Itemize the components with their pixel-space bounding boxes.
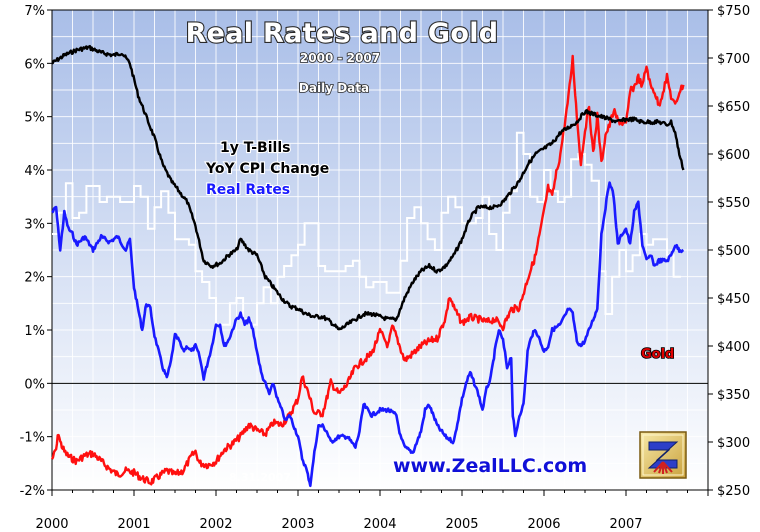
x-tick-label: 2007 <box>609 517 642 532</box>
legend-real-rates: Real Rates <box>206 182 290 198</box>
gold-series-label: Gold <box>641 347 674 362</box>
x-axis: 2000 2001 2002 2003 2004 2005 2006 2007 <box>35 490 709 532</box>
y-axis-left: -2% -1% 0% 1% 2% 3% 4% 5% 6% 7% <box>20 4 52 499</box>
legend-tbills: 1y T-Bills <box>220 140 290 156</box>
x-tick-label: 2000 <box>35 517 68 532</box>
y-left-tick-label: 7% <box>24 4 45 19</box>
y-left-tick-label: 0% <box>24 377 45 392</box>
y-right-tick-label: $500 <box>717 244 750 259</box>
y-right-tick-label: $700 <box>717 52 750 67</box>
y-left-tick-label: 6% <box>24 57 45 72</box>
y-left-tick-label: -1% <box>20 431 45 446</box>
x-tick-label: 2001 <box>117 517 150 532</box>
y-left-tick-label: 5% <box>24 111 45 126</box>
x-tick-label: 2004 <box>363 517 396 532</box>
y-left-tick-label: -2% <box>20 484 45 499</box>
series-real-rates-line <box>51 181 685 488</box>
x-tick-label: 2005 <box>445 517 478 532</box>
series-cpi-line <box>52 131 681 326</box>
zeal-logo <box>639 431 687 479</box>
chart-subtitle-daily: Daily Data <box>299 81 369 95</box>
y-right-tick-label: $550 <box>717 196 750 211</box>
y-right-tick-label: $400 <box>717 340 750 355</box>
date-annotation: 8.31.2007 <box>229 471 291 484</box>
chart-subtitle: 2000 - 2007 <box>300 51 380 65</box>
x-tick-label: 2006 <box>527 517 560 532</box>
zealllc-url[interactable]: www.ZealLLC.com <box>392 454 589 479</box>
chart-title: Real Rates and Gold <box>186 18 499 49</box>
y-left-tick-label: 2% <box>24 271 45 286</box>
y-left-tick-label: 4% <box>24 164 45 179</box>
series-layer <box>50 44 685 488</box>
y-axis-right: $250 $300 $350 $400 $450 $500 $550 $600 $650 $700… <box>708 4 750 499</box>
y-right-tick-label: $450 <box>717 292 750 307</box>
series-gold-line <box>50 54 685 486</box>
y-right-tick-label: $350 <box>717 388 750 403</box>
y-right-tick-label: $250 <box>717 484 750 499</box>
y-right-tick-label: $600 <box>717 148 750 163</box>
x-tick-label: 2003 <box>281 517 314 532</box>
y-left-tick-label: 3% <box>24 217 45 232</box>
x-tick-label: 2002 <box>199 517 232 532</box>
y-right-tick-label: $650 <box>717 100 750 115</box>
y-right-tick-label: $300 <box>717 436 750 451</box>
legend-cpi: YoY CPI Change <box>205 161 329 177</box>
y-left-tick-label: 1% <box>24 324 45 339</box>
series-tbills-line <box>51 44 685 331</box>
y-right-tick-label: $750 <box>717 4 750 19</box>
